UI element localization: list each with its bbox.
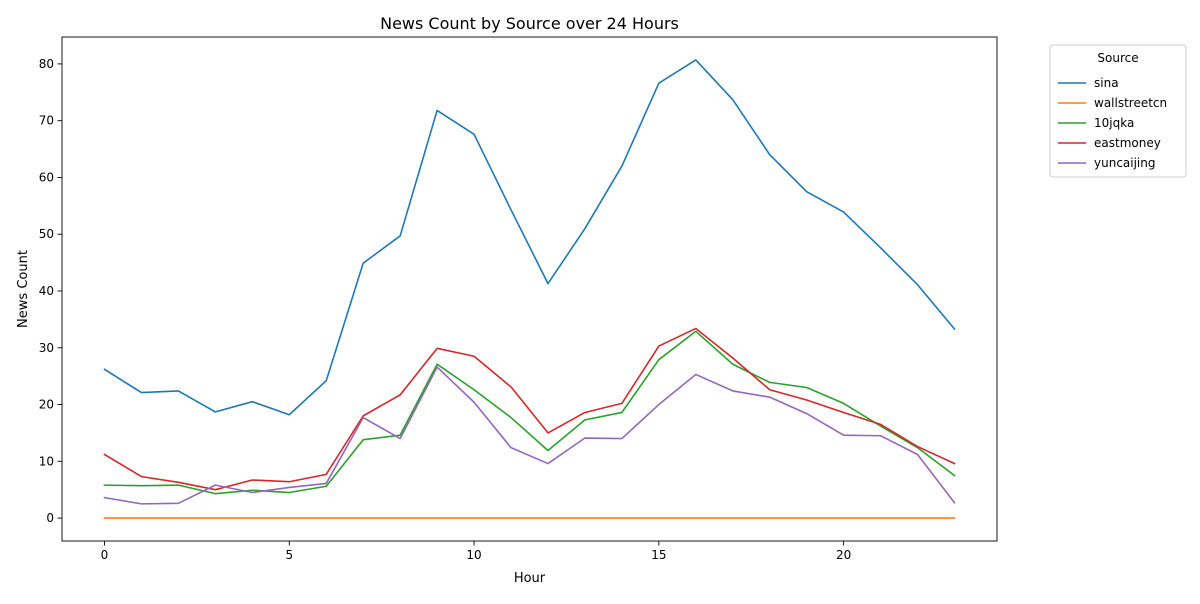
x-tick-label: 10 — [466, 548, 481, 562]
legend: Source sina wallstreetcn 10jqka eastmoney yun… — [1049, 44, 1187, 178]
x-tick-label: 15 — [651, 548, 666, 562]
y-tick-label: 80 — [39, 57, 54, 71]
series-line-yuncaijing — [103, 366, 956, 505]
y-tick-label: 20 — [39, 398, 54, 412]
x-tick-label: 5 — [285, 548, 293, 562]
y-tick-label: 60 — [39, 170, 54, 184]
y-axis-label: News Count — [16, 250, 31, 328]
x-tick-label: 0 — [101, 548, 109, 562]
legend-label-sina: sina — [1094, 76, 1119, 90]
legend-label-yuncaijing: yuncaijing — [1094, 156, 1156, 170]
y-tick-label: 10 — [39, 454, 54, 468]
series-line-10jqka — [103, 330, 956, 495]
legend-label-eastmoney: eastmoney — [1094, 136, 1161, 150]
y-tick-label: 70 — [39, 114, 54, 128]
series-line-eastmoney — [103, 327, 956, 491]
chart-title: News Count by Source over 24 Hours — [380, 14, 679, 33]
x-axis-label: Hour — [514, 571, 546, 586]
x-tick-label: 20 — [836, 548, 851, 562]
y-tick-label: 50 — [39, 227, 54, 241]
plot-area — [103, 59, 956, 519]
legend-label-10jqka: 10jqka — [1094, 116, 1134, 130]
y-tick-label: 30 — [39, 341, 54, 355]
y-tick-label: 0 — [46, 511, 54, 525]
legend-box — [1049, 44, 1187, 178]
y-tick-label: 40 — [39, 284, 54, 298]
legend-label-wallstreetcn: wallstreetcn — [1094, 96, 1167, 110]
plot-frame — [61, 36, 998, 542]
legend-title: Source — [1097, 51, 1138, 65]
series-line-sina — [103, 59, 956, 416]
axes: 0 5 10 15 20 0 10 20 30 40 50 60 70 80 — [39, 36, 998, 562]
